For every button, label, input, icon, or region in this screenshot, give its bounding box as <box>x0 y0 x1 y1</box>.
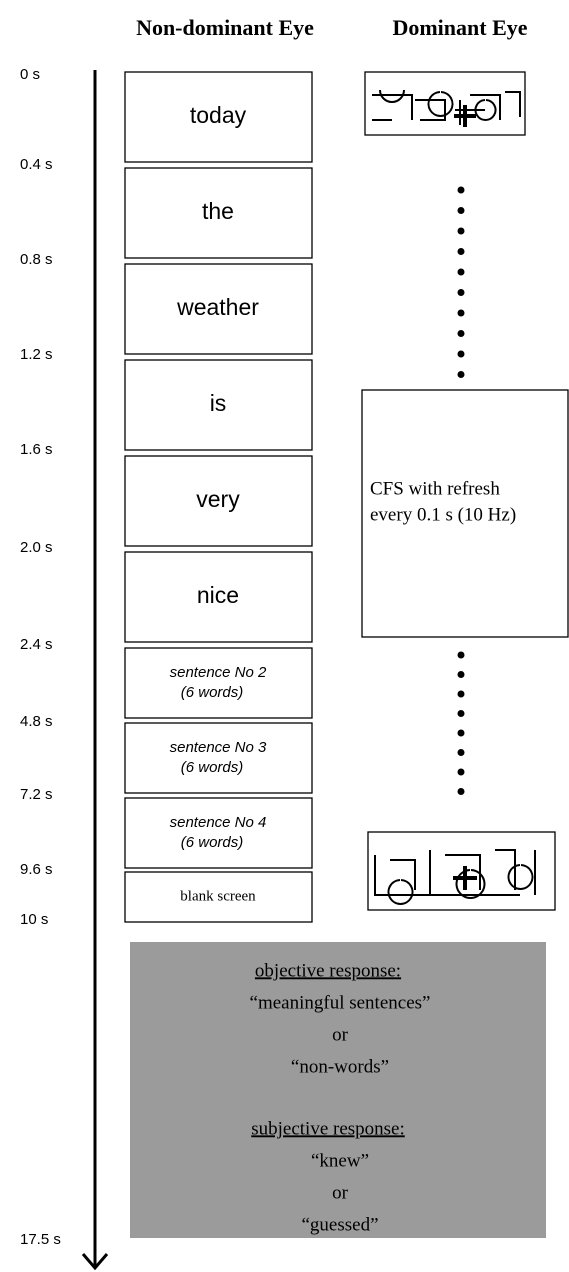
word-text: (6 words) <box>181 759 244 776</box>
response-line: “non-words” <box>291 1056 389 1077</box>
dot <box>457 289 465 296</box>
arrow-head <box>81 1253 109 1271</box>
dot <box>457 671 465 678</box>
word-text: very <box>196 486 240 512</box>
word-text: sentence No 2 <box>170 664 267 681</box>
time-label: 1.2 s <box>20 346 53 363</box>
right-header: Dominant Eye <box>392 15 527 40</box>
word-text: sentence No 3 <box>170 739 267 756</box>
dot <box>457 330 465 337</box>
mask-bottom <box>367 831 556 911</box>
cfs-box <box>361 389 569 638</box>
word-box <box>124 359 313 451</box>
time-label: 1.6 s <box>20 441 53 458</box>
dot <box>457 710 465 717</box>
word-box <box>124 263 313 355</box>
time-label: 4.8 s <box>20 713 53 730</box>
word-text: weather <box>176 294 259 320</box>
dot <box>457 227 465 235</box>
word-box <box>124 167 313 259</box>
word-box <box>124 871 313 923</box>
response-line: or <box>332 1024 349 1045</box>
dot <box>457 651 465 659</box>
word-text: (6 words) <box>181 834 244 851</box>
time-label: 17.5 s <box>20 1231 61 1248</box>
dot <box>457 729 465 737</box>
dot <box>457 371 465 378</box>
word-box <box>124 722 313 794</box>
response-heading: subjective response: <box>251 1118 405 1139</box>
response-heading: objective response: <box>255 960 401 981</box>
word-text: is <box>210 390 227 416</box>
mask-frame <box>367 831 556 911</box>
time-label: 0.4 s <box>20 156 53 173</box>
time-label: 0.8 s <box>20 251 53 268</box>
word-text: the <box>202 198 234 224</box>
response-box <box>130 942 546 1238</box>
word-box <box>124 71 313 163</box>
dot <box>457 768 465 776</box>
mask-pattern <box>372 89 521 125</box>
mask-pattern <box>374 849 536 905</box>
word-box <box>124 455 313 547</box>
cfs-text: CFS with refresh <box>370 478 500 499</box>
response-line: “meaningful sentences” <box>250 992 431 1013</box>
mask-top <box>364 71 526 136</box>
dot <box>457 186 465 194</box>
cfs-text: every 0.1 s (10 Hz) <box>370 504 516 525</box>
fixation <box>453 866 477 890</box>
dot <box>457 690 465 698</box>
time-label: 2.4 s <box>20 636 53 653</box>
word-text: blank screen <box>180 888 256 904</box>
word-text: sentence No 4 <box>170 814 267 831</box>
response-line: “knew” <box>311 1150 369 1171</box>
dot <box>457 749 465 756</box>
left-header: Non-dominant Eye <box>136 15 314 40</box>
time-label: 10 s <box>20 911 48 928</box>
time-label: 2.0 s <box>20 539 53 556</box>
time-label: 0 s <box>20 66 40 83</box>
dot <box>457 268 465 276</box>
dot <box>457 350 465 358</box>
word-box <box>124 797 313 869</box>
dot <box>457 309 465 317</box>
dot <box>457 248 465 255</box>
dot <box>457 788 465 795</box>
word-text: (6 words) <box>181 684 244 701</box>
word-box <box>124 551 313 643</box>
response-line: or <box>332 1182 349 1203</box>
word-text: today <box>190 102 247 128</box>
time-label: 9.6 s <box>20 861 53 878</box>
response-line: “guessed” <box>301 1214 378 1235</box>
time-label: 7.2 s <box>20 786 53 803</box>
mask-frame <box>364 71 526 136</box>
dot <box>457 207 465 214</box>
word-box <box>124 647 313 719</box>
fixation <box>454 105 476 127</box>
word-text: nice <box>197 582 239 608</box>
